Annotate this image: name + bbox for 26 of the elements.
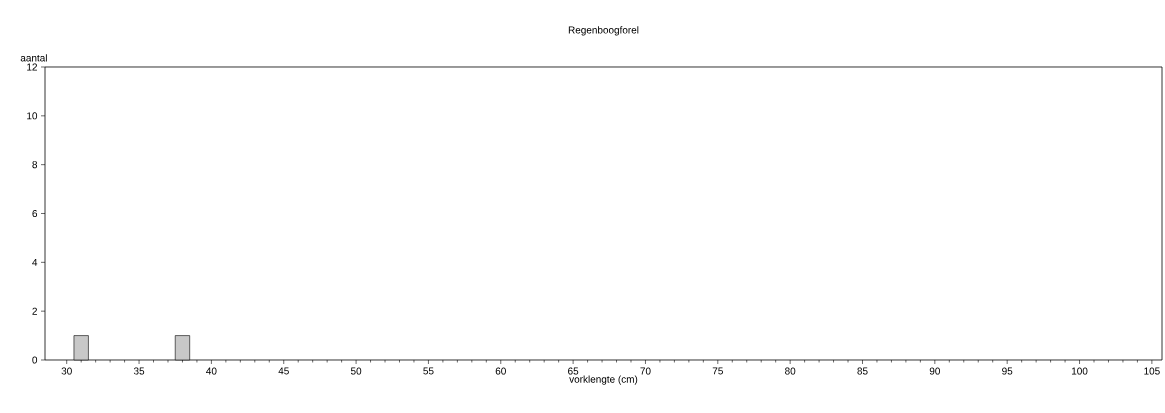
x-tick-label: 105 [1144,367,1160,375]
y-tick-label: 0 [32,356,38,364]
y-tick-label: 10 [27,112,38,120]
chart-title: Regenboogforel [568,26,639,36]
x-tick-label: 95 [1002,367,1013,375]
y-tick-label: 8 [32,161,38,169]
y-tick-label: 12 [27,63,37,71]
y-tick-label: 4 [32,258,38,266]
x-tick-label: 30 [61,367,72,375]
x-tick-label: 35 [133,367,145,375]
y-tick-label: 6 [32,209,38,218]
x-tick-label: 85 [857,367,868,375]
x-axis-title: vorklengte (cm) [569,375,638,385]
x-tick-label: 70 [640,367,651,375]
x-tick-label: 55 [423,367,434,375]
x-tick-label: 65 [568,367,579,375]
x-tick-label: 50 [350,367,362,375]
x-tick-label: 75 [712,367,723,375]
x-tick-label: 80 [785,367,796,375]
x-tick-label: 40 [206,367,217,375]
x-tick-label: 100 [1071,367,1088,375]
x-tick-label: 90 [929,367,940,375]
x-tick-label: 60 [495,367,506,375]
x-tick-label: 45 [278,367,289,375]
y-tick-label: 2 [32,307,37,315]
y-axis-title: aantal [20,54,47,62]
